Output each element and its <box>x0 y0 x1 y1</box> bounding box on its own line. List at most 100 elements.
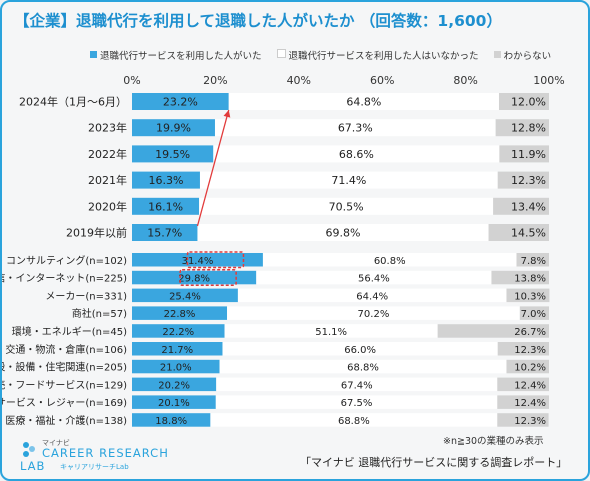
data-label: 68.8% <box>338 416 370 427</box>
highlight-box <box>186 251 245 269</box>
bar-segment <box>132 324 225 338</box>
bar-segment <box>497 395 549 409</box>
data-label: 23.2% <box>163 96 198 109</box>
bar-segment <box>132 413 211 427</box>
legend-label-used: 退職代行サービスを利用した人がいた <box>100 51 262 62</box>
legend-item-not-used: 退職代行サービスを利用した人はいなかった <box>276 49 479 62</box>
legend-swatch-used <box>90 51 97 58</box>
bar-segment <box>516 253 549 267</box>
stacked-bar-chart: 0% 20% 40% 60% 80% 100% 2024年（1月～6月） 23.2% 64.8%… <box>2 74 565 427</box>
data-label: 22.2% <box>162 327 194 338</box>
chart-title: 【企業】退職代行を利用して退職した人がいたか （回答数：1,600） <box>14 12 502 30</box>
bar-segment <box>213 145 500 163</box>
bar-segment <box>224 324 438 338</box>
trend-arrow-head <box>223 110 231 118</box>
category-label: 医療・福祉・介護(n=138) <box>5 414 127 427</box>
highlight-box <box>179 269 237 287</box>
data-label: 31.4% <box>182 256 214 267</box>
data-label: 21.0% <box>160 363 192 374</box>
data-label: 7.8% <box>521 256 546 267</box>
category-label: 流通・小売・フードサービス(n=129) <box>2 378 127 391</box>
data-label: 16.1% <box>148 200 183 213</box>
category-label: 不動産・建設・設備・住宅関連(n=205) <box>2 361 127 374</box>
logo-small-text: マイナビ <box>42 439 70 447</box>
bar-segment <box>256 270 492 285</box>
bar-segment <box>214 119 496 137</box>
category-label: IT・通信・インターネット(n=225) <box>2 273 127 285</box>
logo-line2: LAB <box>20 459 46 473</box>
category-label: 2020年 <box>88 199 127 213</box>
bar-segment <box>132 359 220 374</box>
bar-segment <box>132 145 214 163</box>
data-label: 70.5% <box>329 200 364 213</box>
bar-segment <box>132 377 217 392</box>
data-label: 12.3% <box>511 174 546 187</box>
data-label: 12.0% <box>511 96 546 109</box>
bar-segment <box>488 224 549 241</box>
bar-segment <box>506 359 549 374</box>
x-tick-label: 100% <box>533 74 564 87</box>
data-label: 20.2% <box>158 380 190 391</box>
trend-arrow-line <box>196 109 230 227</box>
legend-label-unknown: わからない <box>503 51 552 62</box>
data-label: 26.7% <box>514 327 546 338</box>
legend: 退職代行サービスを利用した人がいた 退職代行サービスを利用した人はいなかった わ… <box>90 48 563 62</box>
legend-swatch-not-used <box>276 49 286 58</box>
category-label: 金融・保険・コンサルティング(n=102) <box>2 254 127 267</box>
x-tick-label: 0% <box>123 74 140 87</box>
x-tick-label: 40% <box>287 74 311 87</box>
bar-segment <box>228 93 499 110</box>
data-label: 67.3% <box>338 122 373 135</box>
data-label: 18.8% <box>155 416 187 427</box>
data-label: 20.1% <box>158 398 190 409</box>
data-label: 66.0% <box>344 345 376 356</box>
data-label: 14.5% <box>511 227 546 240</box>
data-label: 67.5% <box>341 398 373 409</box>
data-label: 71.4% <box>331 174 366 187</box>
bar-segment <box>132 306 228 320</box>
data-label: 12.4% <box>514 398 546 409</box>
data-label: 13.4% <box>511 200 546 213</box>
category-label: 2019年以前 <box>66 226 127 240</box>
category-label: 2024年（1月～6月） <box>19 95 127 109</box>
x-tick-label: 80% <box>453 74 477 87</box>
bar-segment <box>199 197 494 215</box>
category-label: 2022年 <box>88 147 127 161</box>
category-label: 運輸・交通・物流・倉庫(n=106) <box>2 343 127 356</box>
bar-segment <box>219 359 507 374</box>
bar-segment <box>227 306 520 320</box>
data-label: 12.4% <box>514 380 546 391</box>
bar-segment <box>497 377 549 392</box>
data-label: 69.8% <box>326 227 361 240</box>
bar-segment <box>237 288 507 303</box>
data-label: 64.4% <box>356 291 388 302</box>
data-label: 12.3% <box>514 345 546 356</box>
legend-item-unknown: わからない <box>493 51 552 62</box>
bar-segment <box>437 324 549 338</box>
category-label: 商社(n=57) <box>72 307 127 320</box>
logo-mark-icon <box>23 442 35 457</box>
data-label: 16.3% <box>149 174 184 187</box>
bar-segment <box>132 197 200 215</box>
data-label: 60.8% <box>374 256 406 267</box>
data-label: 13.8% <box>514 274 546 285</box>
bar-segment <box>132 253 263 267</box>
bar-segment <box>222 342 498 356</box>
bar-segment <box>499 145 549 163</box>
bar-segment <box>262 253 517 267</box>
data-label: 68.8% <box>347 363 379 374</box>
bar-segment <box>132 119 215 137</box>
data-label: 29.8% <box>178 274 210 285</box>
data-label: 67.4% <box>341 380 373 391</box>
data-label: 21.7% <box>161 345 193 356</box>
bar-segment <box>132 395 216 409</box>
bar-segment <box>495 119 549 137</box>
data-label: 64.8% <box>346 96 381 109</box>
data-label: 15.7% <box>147 227 182 240</box>
category-label: メーカー(n=331) <box>45 290 127 302</box>
data-label: 7.0% <box>521 309 546 320</box>
legend-swatch-unknown <box>493 51 501 58</box>
bar-segment <box>519 306 549 320</box>
data-label: 10.3% <box>514 291 546 302</box>
